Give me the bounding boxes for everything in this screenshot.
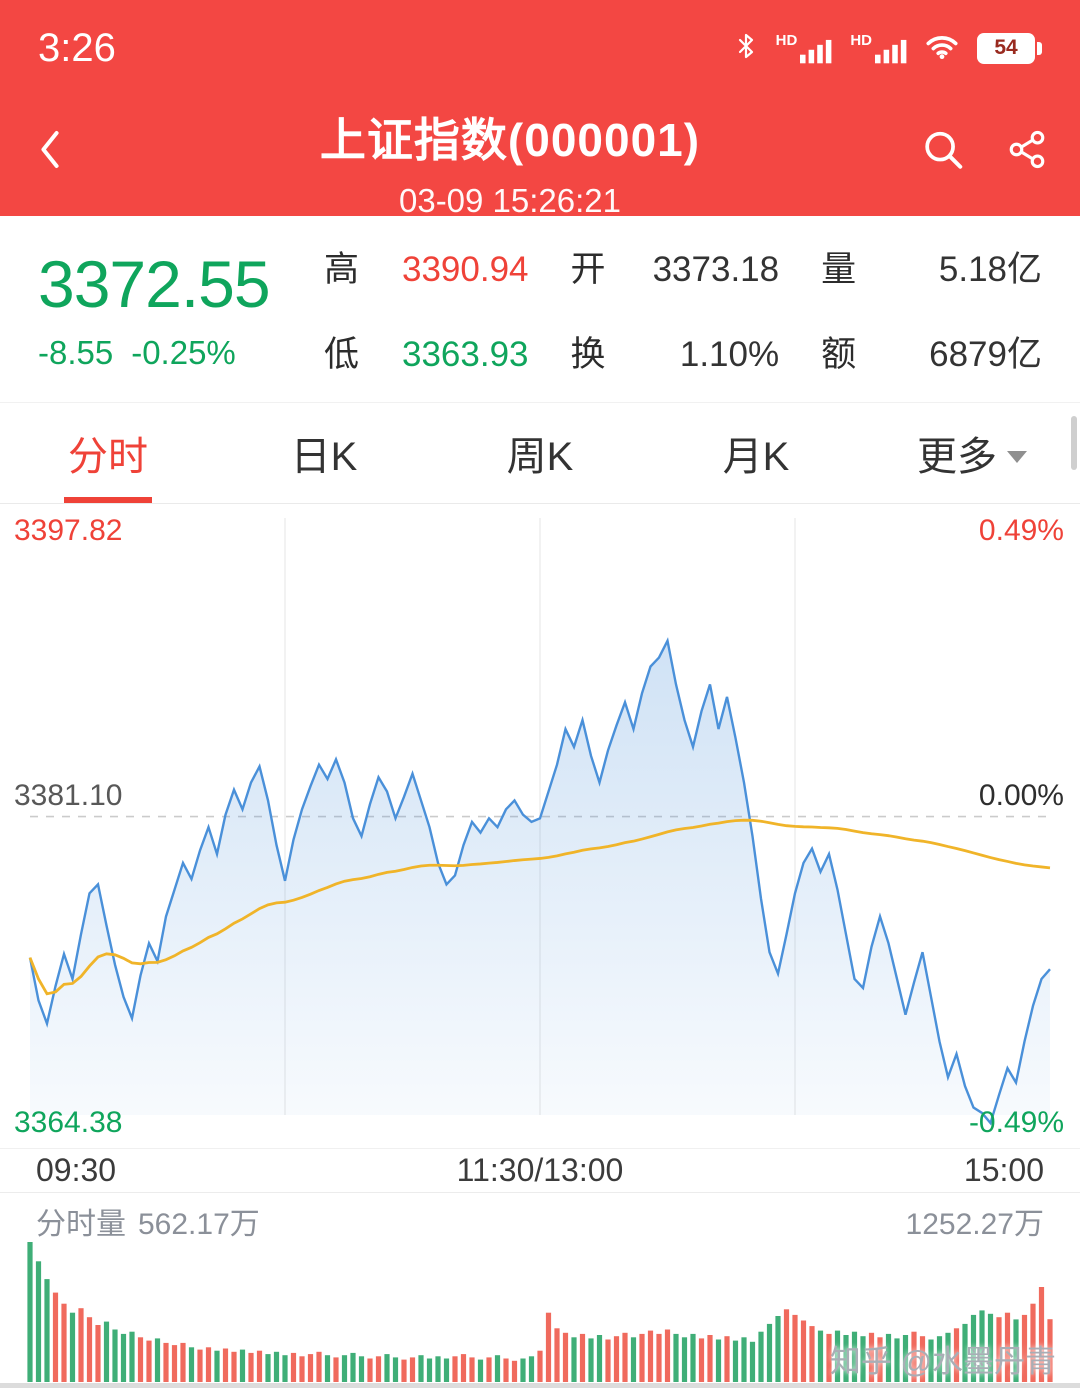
change-percent: -0.25%: [131, 334, 236, 371]
stat-open-value: 3373.18: [652, 250, 780, 289]
quote-timestamp: 03-09 15:26:21: [398, 182, 622, 219]
y-label-high: 3397.82: [14, 514, 123, 547]
quote-stats: 高 3390.94 开 3373.18 量 5.18亿 低 3363.93 换 …: [290, 241, 1042, 377]
price-line: [28, 637, 1051, 1126]
status-bar: 3:26 HD HD 54: [0, 0, 1080, 88]
watermark: 知乎 @水墨丹青: [829, 1344, 1056, 1379]
average-price-line: [28, 818, 1051, 996]
quote-summary: 3372.55 -8.55 -0.25% 高 3390.94 开 3373.18…: [0, 216, 1080, 402]
volume-header: 分时量 562.17万 1252.27万: [36, 1199, 1044, 1243]
header-actions: [914, 121, 1054, 184]
y-label-low: 3364.38: [14, 1106, 123, 1139]
stat-high: 高 3390.94: [324, 250, 529, 289]
x-tick-open: 09:30: [36, 1152, 117, 1188]
battery-icon: 54: [977, 32, 1042, 64]
price-change: -8.55 -0.25%: [38, 334, 290, 372]
x-tick-midday: 11:30/13:00: [456, 1152, 624, 1188]
clock: 3:26: [38, 25, 116, 70]
tab-more[interactable]: 更多: [864, 403, 1080, 503]
price-chart-canvas[interactable]: [0, 504, 1080, 1148]
intraday-chart[interactable]: 3397.82 0.49% 3381.10 0.00% 3364.38 -0.4…: [0, 504, 1080, 1149]
sim1-signal-icon: HD: [776, 33, 833, 64]
stat-open: 开 3373.18: [570, 250, 780, 289]
hd-badge: HD: [850, 31, 872, 49]
tab-weekly-k[interactable]: 周K: [506, 435, 574, 479]
price-block: 3372.55 -8.55 -0.25%: [38, 246, 290, 372]
price-area-fill: [30, 640, 1050, 1124]
bottom-divider: [0, 1383, 1080, 1397]
volume-bars: [27, 1242, 1053, 1382]
change-value: -8.55: [38, 334, 114, 371]
pct-label-low: -0.49%: [968, 1106, 1064, 1139]
volume-pane[interactable]: 分时量 562.17万 1252.27万 知乎 @水墨丹青: [0, 1193, 1080, 1383]
volume-max: 1252.27万: [905, 1208, 1044, 1241]
tab-monthly-k[interactable]: 月K: [722, 435, 790, 479]
tab-intraday[interactable]: 分时: [0, 403, 216, 503]
x-tick-close: 15:00: [963, 1152, 1044, 1188]
search-button[interactable]: [914, 121, 972, 184]
sim2-signal-icon: HD: [850, 33, 907, 64]
bluetooth-icon: [734, 30, 758, 67]
wifi-icon: [925, 32, 959, 65]
stat-turnover-value: 1.10%: [679, 335, 780, 374]
header-titles: 上证指数(000001) 03-09 15:26:21: [120, 104, 900, 220]
stat-volume: 量 5.18亿: [821, 241, 1042, 292]
pct-label-high: 0.49%: [978, 514, 1064, 547]
hd-badge: HD: [775, 31, 798, 49]
scrollbar-indicator[interactable]: [1071, 416, 1077, 470]
y-label-prevclose: 3381.10: [14, 779, 123, 812]
battery-nub: [1037, 41, 1042, 55]
stat-turnover-rate: 换 1.10%: [570, 335, 780, 374]
last-price: 3372.55: [38, 247, 271, 321]
stat-low: 低 3363.93: [324, 335, 529, 374]
chevron-down-icon: [1007, 451, 1027, 463]
app-header: 上证指数(000001) 03-09 15:26:21: [0, 88, 1080, 219]
volume-current: 562.17万: [138, 1208, 260, 1241]
period-tabs: 分时 日K 周K 月K 更多: [0, 402, 1080, 504]
stat-low-value: 3363.93: [401, 335, 529, 374]
pct-label-zero: 0.00%: [978, 779, 1064, 812]
stat-amount-value: 6879亿: [929, 335, 1042, 374]
tab-daily-k[interactable]: 日K: [290, 435, 358, 479]
stat-amount: 额 6879亿: [821, 326, 1042, 377]
stat-high-value: 3390.94: [401, 250, 529, 289]
time-axis: 09:30 11:30/13:00 15:00: [0, 1149, 1080, 1193]
volume-label: 分时量: [36, 1208, 126, 1241]
stat-volume-value: 5.18亿: [938, 250, 1042, 289]
back-button[interactable]: [28, 120, 72, 185]
status-icons: HD HD 54: [734, 30, 1042, 67]
battery-level: 54: [977, 32, 1035, 64]
page-title: 上证指数(000001): [319, 114, 701, 166]
share-button[interactable]: [1000, 123, 1054, 182]
